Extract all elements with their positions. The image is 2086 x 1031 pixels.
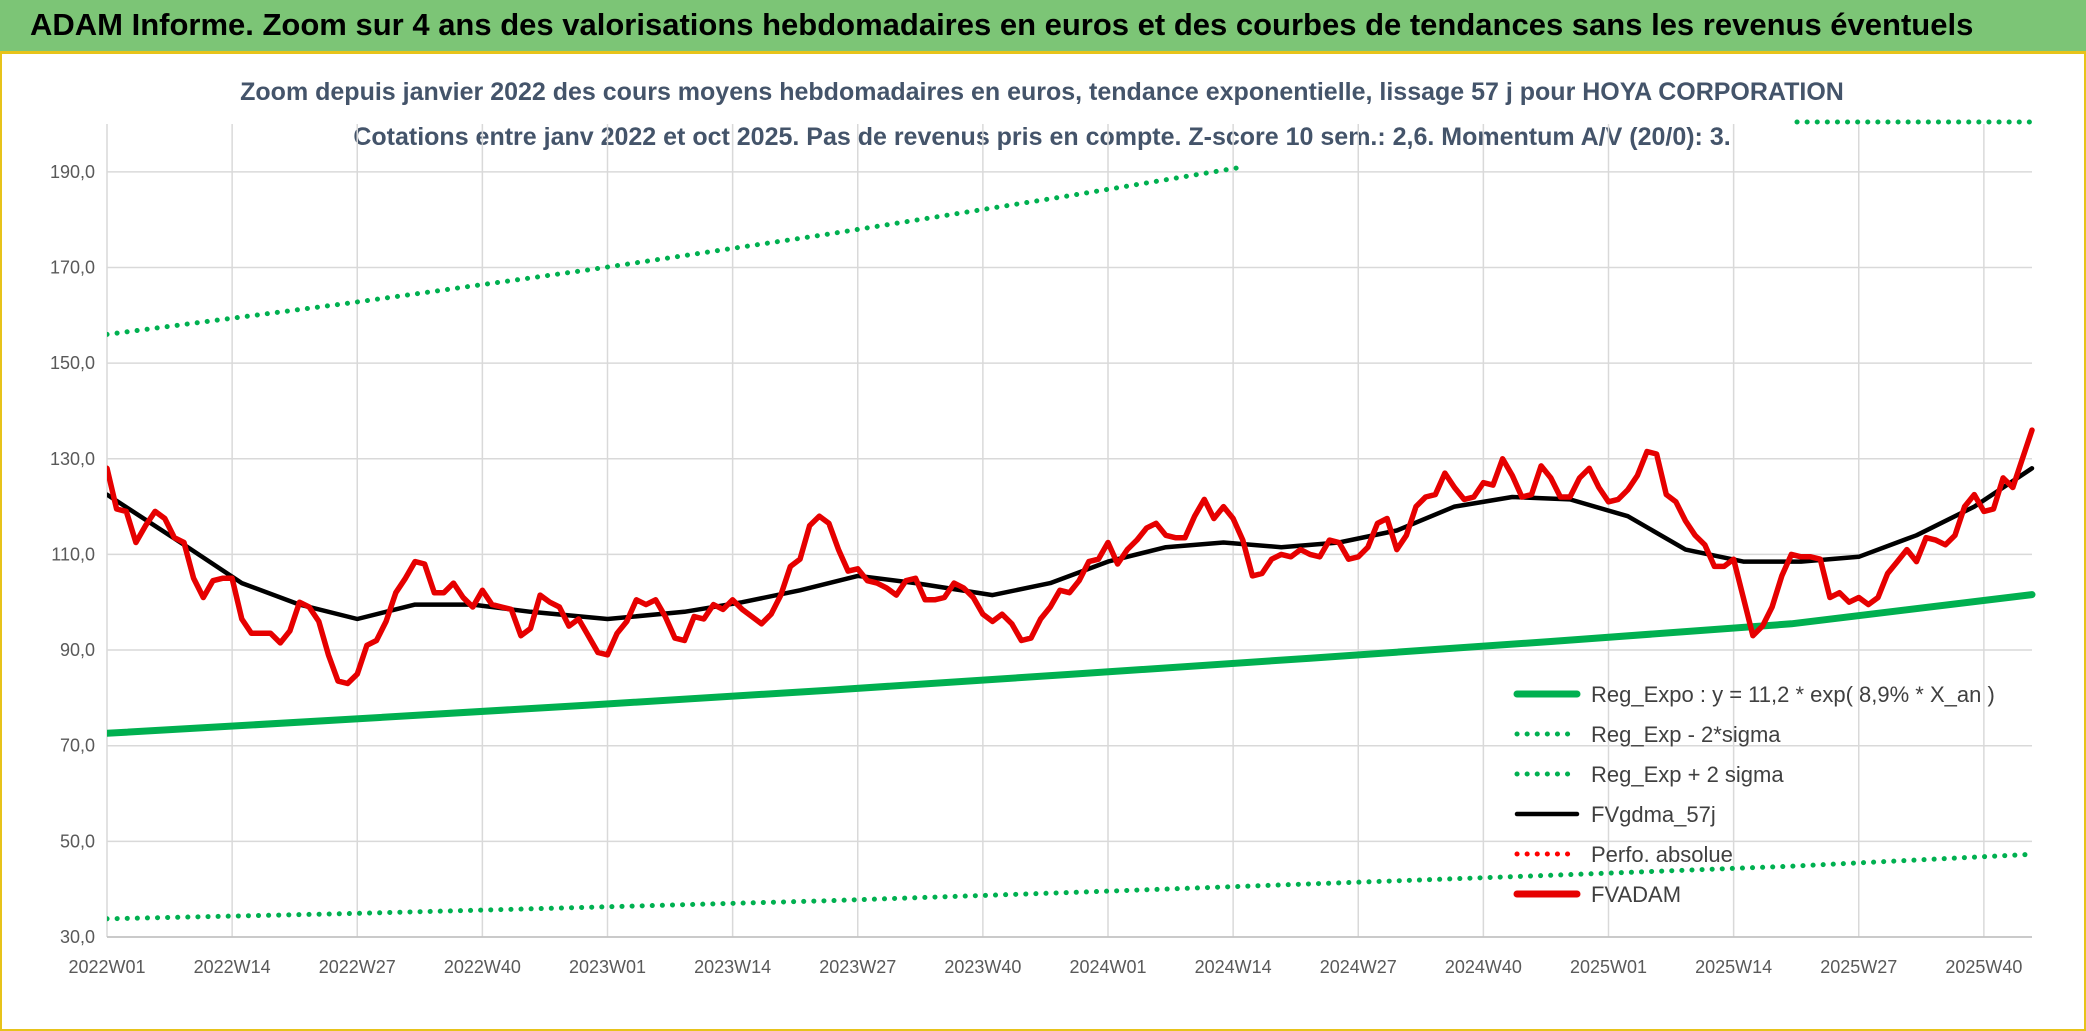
y-tick-label: 130,0	[50, 449, 95, 469]
legend: Reg_Expo : y = 11,2 * exp( 8,9% * X_an )…	[1513, 682, 1995, 907]
series-reg-exp-plus-2sigma	[107, 164, 1246, 337]
report-header: ADAM Informe. Zoom sur 4 ans des valoris…	[0, 0, 2086, 54]
x-tick-label: 2025W14	[1695, 957, 1772, 977]
y-tick-label: 150,0	[50, 353, 95, 373]
x-tick-label: 2022W40	[444, 957, 521, 977]
x-tick-label: 2023W27	[819, 957, 896, 977]
series-fvgdma-57j	[107, 466, 2035, 622]
legend-label: Reg_Exp - 2*sigma	[1591, 722, 1781, 747]
y-tick-label: 90,0	[60, 640, 95, 660]
chart-frame: Zoom depuis janvier 2022 des cours moyen…	[0, 54, 2086, 1031]
y-tick-label: 30,0	[60, 927, 95, 947]
x-tick-label: 2023W40	[944, 957, 1021, 977]
x-tick-label: 2024W27	[1320, 957, 1397, 977]
x-tick-label: 2025W40	[1945, 957, 2022, 977]
x-tick-label: 2025W01	[1570, 957, 1647, 977]
legend-label: Perfo. absolue	[1591, 842, 1733, 867]
plot-area	[107, 164, 2036, 922]
series-reg-exp-minus-2sigma	[107, 851, 2035, 922]
x-tick-label: 2024W40	[1445, 957, 1522, 977]
y-tick-label: 190,0	[50, 162, 95, 182]
series-reg-expo	[107, 591, 2036, 737]
series-fvadam	[107, 427, 2035, 687]
x-tick-label: 2022W01	[68, 957, 145, 977]
y-tick-label: 50,0	[60, 831, 95, 851]
y-tick-label: 170,0	[50, 257, 95, 277]
line-chart: Zoom depuis janvier 2022 des cours moyen…	[50, 78, 2036, 977]
axis-labels: 30,0 50,0 70,0 90,0 110,0 130,0 150,0 170,0 190,…	[50, 162, 2022, 977]
y-tick-label: 70,0	[60, 736, 95, 756]
x-tick-label: 2024W14	[1195, 957, 1272, 977]
chart-subtitle: Cotations entre janv 2022 et oct 2025. P…	[353, 123, 1730, 151]
legend-label: FVgdma_57j	[1591, 802, 1716, 827]
x-tick-label: 2022W27	[319, 957, 396, 977]
x-tick-label: 2023W14	[694, 957, 771, 977]
x-tick-label: 2025W27	[1820, 957, 1897, 977]
y-tick-label: 110,0	[51, 544, 95, 564]
chart-title: Zoom depuis janvier 2022 des cours moyen…	[240, 78, 1844, 106]
x-tick-label: 2024W01	[1069, 957, 1146, 977]
x-tick-label: 2022W14	[194, 957, 271, 977]
grid-lines	[106, 124, 2032, 938]
report-title: ADAM Informe. Zoom sur 4 ans des valoris…	[30, 7, 1974, 42]
legend-label: FVADAM	[1591, 882, 1681, 907]
legend-label: Reg_Expo : y = 11,2 * exp( 8,9% * X_an )	[1591, 682, 1995, 707]
x-tick-label: 2023W01	[569, 957, 646, 977]
legend-label: Reg_Exp + 2 sigma	[1591, 762, 1784, 787]
